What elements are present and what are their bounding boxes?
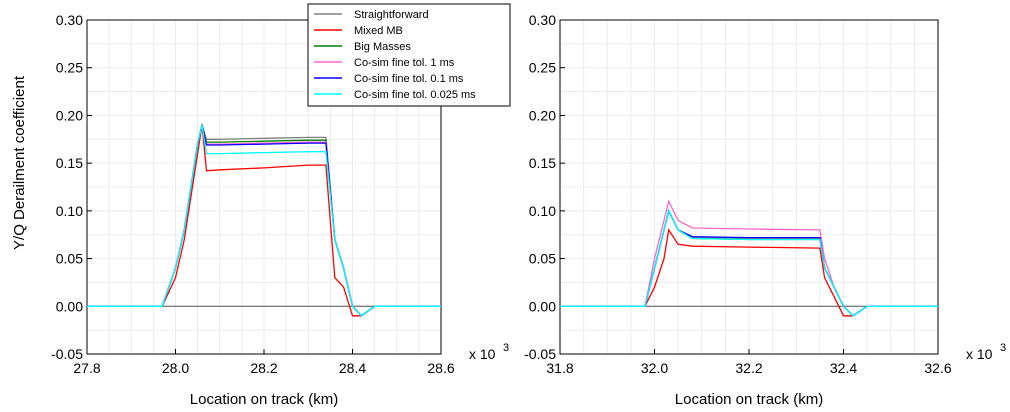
x-axis-label: Location on track (km): [190, 391, 338, 408]
y-tick-label: -0.05: [51, 346, 83, 362]
x-axis-label: Location on track (km): [675, 391, 823, 408]
legend-entry: Big Masses: [354, 41, 411, 53]
series-line: [87, 124, 441, 317]
x-tick-label: 28.6: [427, 360, 454, 376]
x-tick-label: 28.4: [339, 360, 366, 376]
y-tick-label: 0.20: [56, 107, 83, 123]
x-tick-label: 28.2: [250, 360, 277, 376]
x-tick-label: 28.0: [162, 360, 189, 376]
x-tick-label: 32.4: [830, 360, 857, 376]
y-tick-label: 0.10: [56, 203, 83, 219]
y-axis-label: Y/Q Derailment coefficient: [11, 75, 28, 250]
x-axis-multiplier: x 10: [469, 346, 496, 362]
x-tick-label: 32.6: [924, 360, 951, 376]
legend-entry: Straightforward: [354, 9, 429, 21]
y-tick-label: 0.30: [529, 12, 556, 28]
y-tick-label: 0.25: [56, 60, 83, 76]
legend-entry: Co-sim fine tol. 0.025 ms: [354, 89, 476, 101]
y-tick-label: 0.25: [529, 60, 556, 76]
series-line: [560, 228, 938, 317]
legend: Straightforward Mixed MB Big Masses Co-sim …: [307, 3, 511, 107]
x-tick-label: 32.2: [735, 360, 762, 376]
y-tick-label: 0.15: [529, 155, 556, 171]
y-tick-label: -0.05: [524, 346, 556, 362]
y-tick-label: 0.05: [56, 251, 83, 267]
y-tick-label: 0.30: [56, 12, 83, 28]
y-tick-label: 0.20: [529, 107, 556, 123]
x-tick-label: 27.8: [73, 360, 100, 376]
legend-entry: Co-sim fine tol. 1 ms: [354, 57, 455, 69]
legend-box: [307, 3, 511, 107]
x-axis-multiplier-exponent: 3: [1000, 342, 1006, 354]
x-tick-label: 32.0: [641, 360, 668, 376]
x-axis-multiplier: x 10: [966, 346, 993, 362]
y-tick-label: 0.05: [529, 251, 556, 267]
series-line: [87, 124, 441, 317]
legend-entry: Mixed MB: [354, 25, 403, 37]
y-tick-label: 0.00: [529, 298, 556, 314]
y-tick-label: 0.10: [529, 203, 556, 219]
series-line: [560, 209, 938, 317]
y-tick-label: 0.15: [56, 155, 83, 171]
x-axis-multiplier-exponent: 3: [503, 342, 509, 354]
right-plot: -0.05 0.00 0.05 0.10 0.15 0.20 0.25 0.30 31.8 32.…: [524, 12, 1006, 408]
y-tick-label: 0.00: [56, 298, 83, 314]
legend-entry: Co-sim fine tol. 0.1 ms: [354, 73, 464, 85]
x-tick-label: 31.8: [546, 360, 573, 376]
